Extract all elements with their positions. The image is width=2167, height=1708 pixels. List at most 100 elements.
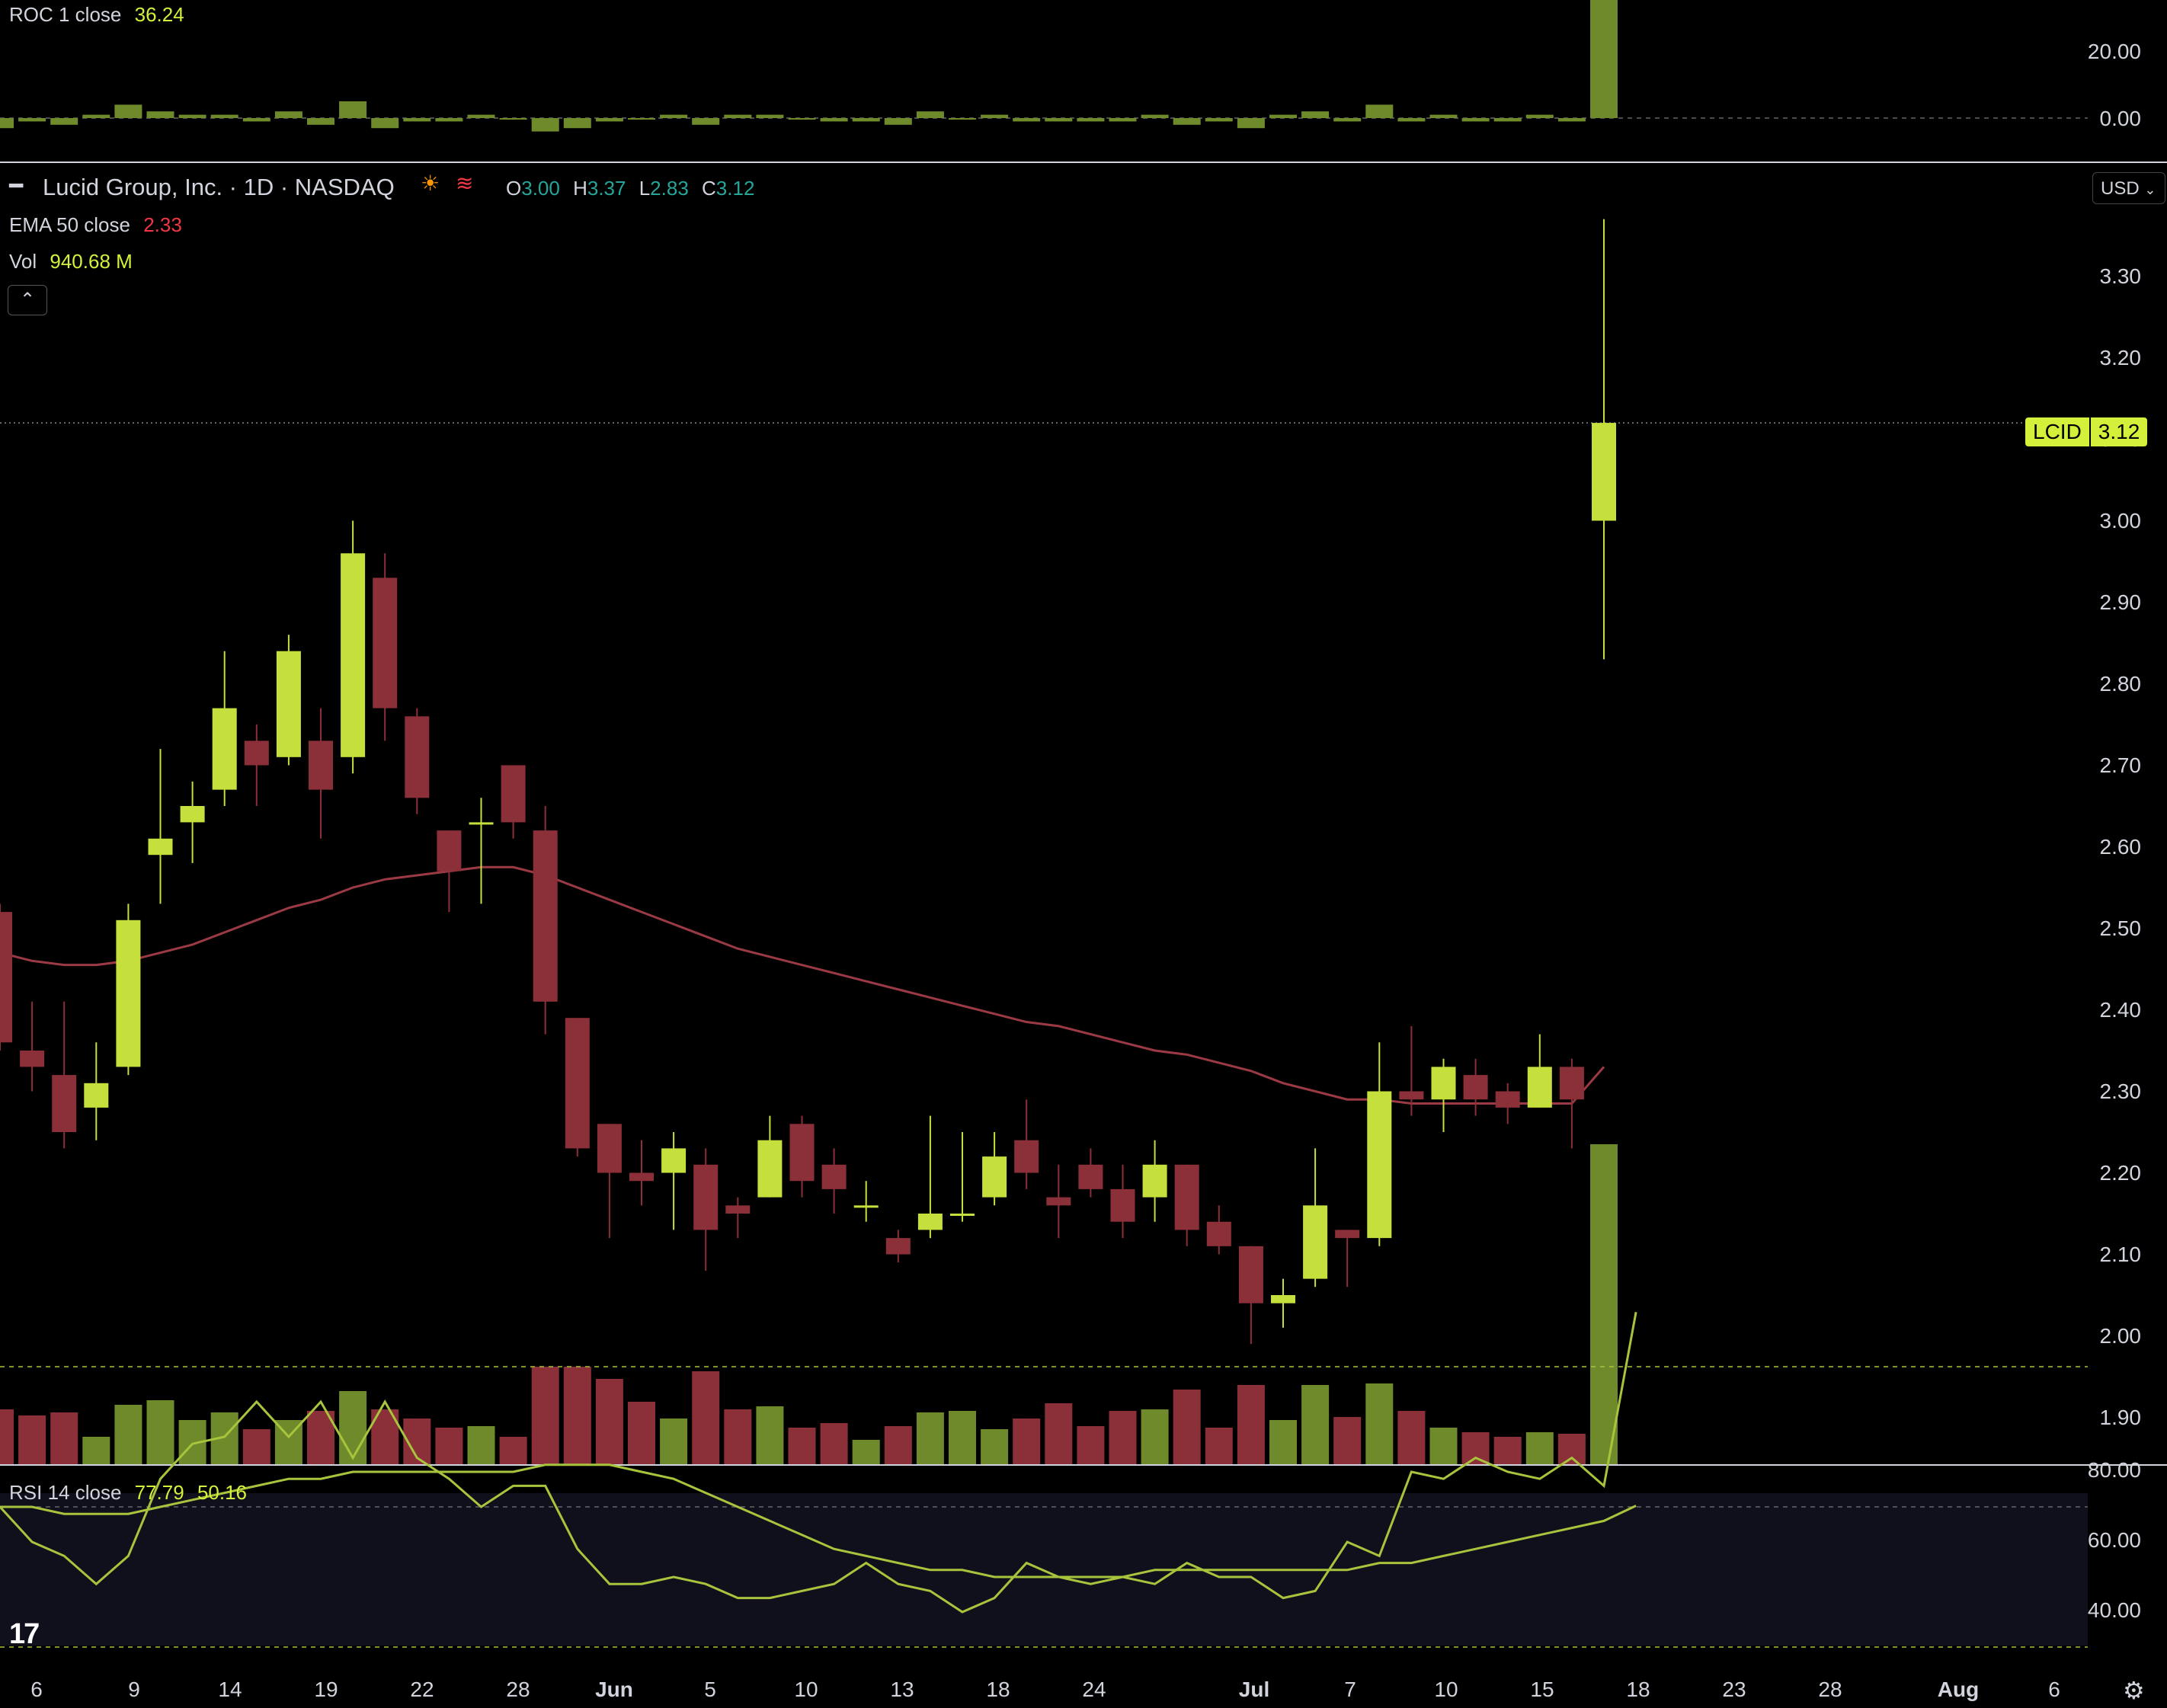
candle-body	[725, 1205, 751, 1214]
volume-bar	[884, 1426, 912, 1464]
candle-body	[1110, 1188, 1135, 1222]
volume-bar	[1109, 1411, 1137, 1464]
price-axis-label: 3.30	[2099, 264, 2142, 288]
time-axis-label: 28	[506, 1678, 530, 1701]
roc-bar	[307, 118, 334, 125]
ema-legend[interactable]: EMA 50 close 2.33	[9, 213, 182, 236]
roc-bar	[1141, 114, 1169, 118]
ema-line-group	[0, 422, 2027, 1105]
roc-bar	[595, 118, 623, 122]
roc-bar	[1525, 114, 1554, 118]
price-axis-label: 2.00	[2099, 1323, 2142, 1348]
open-label: O	[506, 177, 522, 200]
ema-line	[0, 865, 1605, 1105]
candle-body	[1559, 1067, 1584, 1100]
roc-bar	[884, 118, 912, 125]
time-axis-label: Jun	[595, 1678, 633, 1701]
volume-bar	[242, 1429, 270, 1464]
candle-body	[661, 1148, 687, 1173]
roc-bar	[1173, 118, 1201, 125]
volume-bar	[820, 1423, 848, 1464]
roc-bar	[981, 114, 1009, 118]
roc-legend[interactable]: ROC 1 close 36.24	[9, 3, 184, 26]
volume-bar	[146, 1400, 174, 1464]
candle-body	[84, 1083, 109, 1108]
candle-body	[1174, 1164, 1199, 1230]
volume-bar	[852, 1440, 880, 1464]
candle-body	[1206, 1221, 1231, 1246]
time-axis-label: 15	[1530, 1678, 1554, 1701]
volume-bar	[1237, 1385, 1265, 1464]
adjustment-icon[interactable]: ≋	[456, 171, 474, 195]
ema-label: EMA 50 close	[9, 213, 130, 236]
candle-body	[693, 1164, 719, 1230]
roc-bar	[756, 114, 784, 118]
volume-bar	[916, 1412, 944, 1464]
currency-select[interactable]: USD ⌄	[2092, 172, 2165, 204]
collapse-legend-button[interactable]: ⌃	[8, 285, 47, 315]
candle-body	[1495, 1091, 1520, 1108]
candle-body	[789, 1124, 815, 1182]
symbol-title[interactable]: Lucid Group, Inc. · 1D · NASDAQ	[43, 174, 395, 200]
roc-bar	[274, 111, 302, 118]
time-axis-label: 28	[1818, 1678, 1842, 1701]
volume-bar	[1077, 1426, 1105, 1464]
volume-bar	[1301, 1385, 1330, 1464]
volume-legend[interactable]: Vol 940.68 M	[9, 250, 133, 273]
price-axis-label: 2.40	[2099, 997, 2142, 1022]
roc-bar	[1045, 118, 1073, 122]
candle-body	[212, 708, 237, 790]
roc-bar	[1557, 118, 1586, 122]
time-axis-label: 18	[986, 1678, 1010, 1701]
currency-label: USD	[2101, 178, 2140, 199]
candle-body	[244, 740, 269, 766]
roc-axis-label: 20.00	[2087, 40, 2141, 63]
settings-gear-icon[interactable]: ⚙	[2123, 1677, 2145, 1704]
roc-label: ROC 1 close	[9, 3, 122, 26]
time-axis-label: 23	[1722, 1678, 1746, 1701]
roc-bar	[1590, 0, 1618, 118]
market-status-icon[interactable]: ☀	[421, 171, 440, 195]
roc-bar	[1429, 114, 1458, 118]
candle-body	[1014, 1140, 1039, 1173]
volume-bar	[339, 1391, 367, 1464]
time-axis-label: 7	[1344, 1678, 1356, 1701]
candle-body	[1142, 1164, 1167, 1198]
roc-bar	[339, 101, 367, 118]
open-value: 3.00	[521, 177, 560, 200]
volume-bar	[1493, 1437, 1522, 1464]
volume-bar	[949, 1411, 976, 1464]
roc-bar	[178, 114, 206, 118]
rsi-legend[interactable]: RSI 14 close 77.79 50.16	[9, 1481, 247, 1504]
volume-bar	[628, 1402, 655, 1464]
candle-body	[1238, 1246, 1263, 1303]
volume-bar	[50, 1412, 78, 1464]
volume-bar	[1045, 1403, 1073, 1464]
candle-body	[52, 1075, 77, 1132]
volume-bar	[1557, 1434, 1586, 1464]
price-axis-label: 2.80	[2099, 671, 2142, 696]
rsi-pane	[0, 1312, 2088, 1648]
roc-bar	[531, 118, 559, 132]
candle-body	[405, 716, 430, 798]
volume-label: Vol	[9, 250, 37, 273]
candle-body	[1399, 1091, 1424, 1100]
candles-group[interactable]	[0, 219, 1616, 1345]
roc-bar	[949, 118, 976, 120]
candle-body	[1527, 1067, 1552, 1108]
high-label: H	[573, 177, 587, 200]
tradingview-logo[interactable]: 17	[9, 1618, 40, 1650]
candle-body	[597, 1124, 622, 1173]
candle-body	[1271, 1295, 1295, 1303]
symbol-flag-icon[interactable]: ━	[9, 174, 24, 199]
volume-bar	[1397, 1411, 1426, 1464]
volume-bar	[435, 1428, 463, 1464]
volume-bar	[114, 1405, 142, 1464]
price-axis-label: 2.50	[2099, 916, 2142, 940]
roc-bar	[210, 114, 238, 118]
volume-bar	[1269, 1420, 1297, 1464]
price-axis-label: 3.20	[2099, 345, 2142, 369]
candle-body	[180, 806, 205, 823]
badge-price: 3.12	[2098, 420, 2140, 443]
